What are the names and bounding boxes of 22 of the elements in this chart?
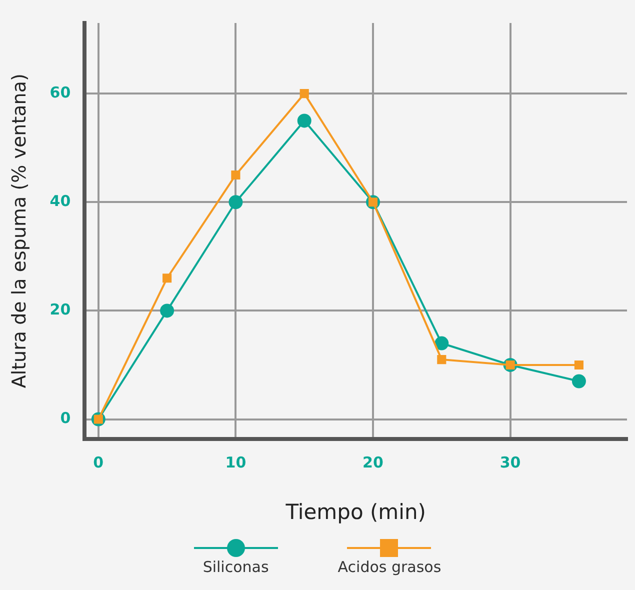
point [160, 304, 174, 318]
point [231, 170, 240, 180]
legend-label: Acidos grasos [338, 558, 442, 576]
point [572, 374, 586, 388]
point [228, 195, 243, 210]
point [162, 274, 172, 283]
point [437, 355, 446, 364]
y-tick-label: 40 [50, 192, 71, 210]
point [297, 114, 312, 128]
x-axis-title: Tiempo (min) [284, 500, 426, 524]
x-tick-label: 10 [225, 454, 246, 472]
y-axis-title: Altura de la espuma (% ventana) [8, 74, 30, 388]
x-tick-label: 20 [362, 454, 384, 472]
y-tick-label: 0 [60, 409, 71, 428]
x-tick-label: 0 [93, 454, 104, 472]
point [434, 336, 449, 350]
y-tick-label: 20 [50, 300, 71, 319]
x-tick-label: 30 [500, 454, 521, 472]
legend-label: Siliconas [202, 558, 269, 576]
point [300, 89, 309, 98]
y-tick-label: 60 [50, 83, 71, 102]
point [574, 360, 584, 370]
